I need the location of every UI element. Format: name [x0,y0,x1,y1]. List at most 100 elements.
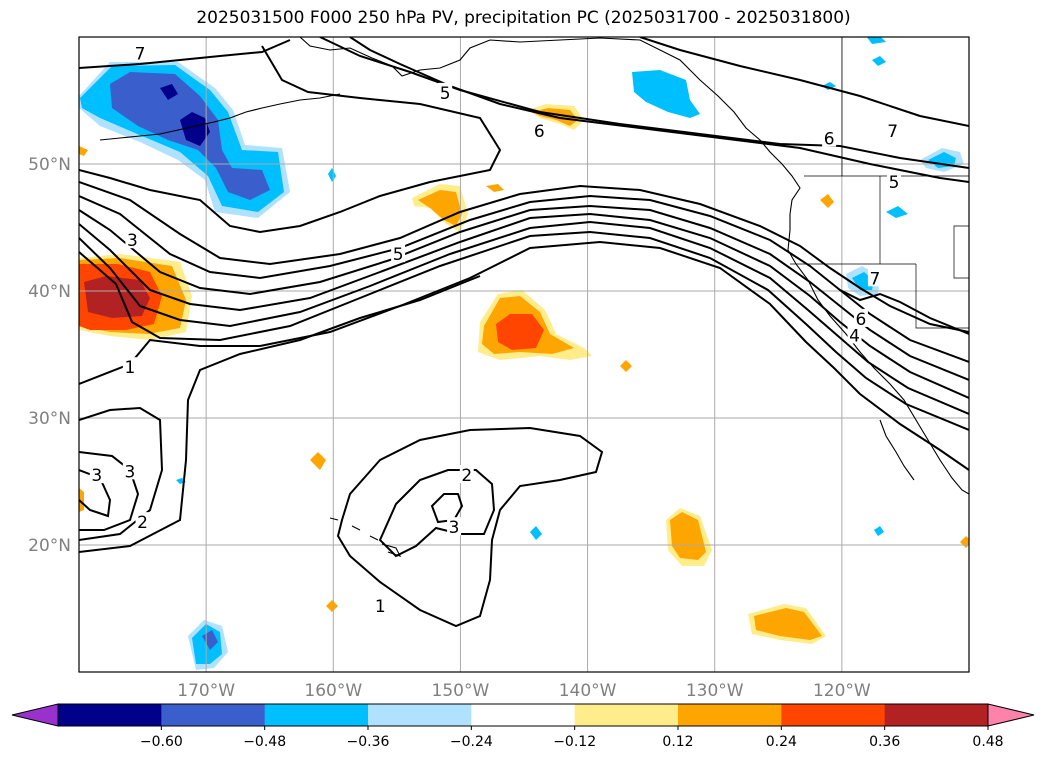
contour-label: 6 [534,122,545,142]
contour-label-bg [447,517,462,536]
precip-blob-west [84,276,150,318]
colorbar: −0.60 −0.48 −0.36 −0.24 −0.12 0.12 0.24 0.36 0.4… [11,703,1035,750]
contour-label: 1 [375,597,386,617]
lat-tick-label: 50°N [28,155,71,175]
contour-label: 7 [870,269,881,289]
precip-blob-alaska [632,70,700,118]
coastlines [99,37,969,557]
colorbar-segment [58,704,162,726]
lat-tick-label: 30°N [28,409,71,429]
political-borders [790,37,969,329]
colorbar-tick-label: 0.24 [766,734,797,750]
colorbar-tick-label: −0.48 [243,734,286,750]
coastline-baja [879,419,915,481]
precip-blob-nw [160,84,210,146]
precip-dot [79,146,969,612]
contour-label-bg [125,230,140,249]
contour-label-bg [438,82,453,101]
contour-label: 3 [124,462,135,482]
contour-label-bg [853,308,868,327]
contour-label-bg [135,512,150,531]
colorbar-tick-label: −0.60 [140,734,183,750]
lon-tick-label: 160°W [304,681,362,701]
contour-label: 2 [461,466,472,486]
contour-label-bg [122,357,137,376]
precip-blob-mid-north [418,190,462,226]
contour-label: 3 [127,231,138,251]
colorbar-segment [678,704,782,726]
lon-tick-label: 150°W [432,681,490,701]
contour-label-bg [847,325,862,344]
pv-contour [79,45,502,234]
pv-contour [430,493,464,524]
pv-contour [79,194,969,363]
contour-label-bg [886,171,901,190]
coastline-us-west [787,249,969,495]
longitude-axis: 170°W 160°W 150°W 140°W 130°W 120°W [177,681,871,701]
colorbar-segment [471,704,576,726]
pv-contour [79,275,481,553]
pv-contour [336,426,604,628]
pv-contours [79,37,969,628]
colorbar-tick-label: 0.12 [662,734,693,750]
contour-label-bg [122,461,137,480]
contour-label: 1 [124,358,135,378]
colorbar-extend-high [987,703,1035,727]
contour-label-bg [822,128,837,147]
map-title: 2025031500 F000 250 hPa PV, precipitatio… [196,8,851,28]
contour-label: 2 [137,513,148,533]
precip-blob-south-central [670,512,706,560]
contour-label-bg [373,595,388,614]
colorbar-tick-label: 0.36 [869,734,900,750]
contour-label: 3 [91,466,102,486]
lon-tick-label: 130°W [686,681,744,701]
contour-label: 3 [449,518,460,538]
lon-tick-label: 120°W [813,681,871,701]
contour-label: 5 [440,84,451,104]
lon-tick-label: 140°W [559,681,617,701]
colorbar-tick-label: 0.48 [972,734,1003,750]
latitude-axis: 50°N 40°N 30°N 20°N [28,155,71,556]
precip-blob-south-east [754,608,822,640]
contour-label: 7 [887,122,898,142]
pv-contour [79,212,969,399]
contour-label-bg [867,268,882,287]
contour-label: 6 [824,130,835,150]
contour-label-bg [89,465,104,484]
coastline-hawaii [329,517,402,557]
colorbar-segment [574,704,679,726]
pv-contour [79,220,969,415]
pv-contour [79,204,969,381]
border-state [790,176,969,329]
colorbar-tick-label: −0.12 [553,734,596,750]
colorbar-segment [264,704,369,726]
colorbar-extend-low [11,703,59,727]
pv-contour [79,230,969,431]
pv-contour [319,37,969,169]
colorbar-tick-label: −0.24 [450,734,493,750]
contour-label: 6 [856,310,867,330]
lat-tick-label: 40°N [28,282,71,302]
pv-contour [79,240,969,471]
contour-label-bg [532,120,547,139]
colorbar-tick-label: −0.36 [347,734,390,750]
contour-label-bg [391,244,406,263]
coastline-alaska [299,37,801,251]
lat-tick-label: 20°N [28,536,71,556]
colorbar-segment [161,704,266,726]
contour-label-bg [459,465,474,484]
colorbar-segment [884,704,989,726]
colorbar-outline [57,703,989,727]
pv-contour [79,406,164,541]
pv-contour [639,37,969,127]
pv-contour [79,181,969,333]
contour-label-bg [133,43,148,62]
pv-contour [79,39,291,69]
positive-precip-regions [79,104,969,644]
coastline-aleutian [99,93,341,141]
contour-label-bg [885,120,900,139]
precip-blob-central [496,314,544,350]
colorbar-segment [368,704,472,726]
